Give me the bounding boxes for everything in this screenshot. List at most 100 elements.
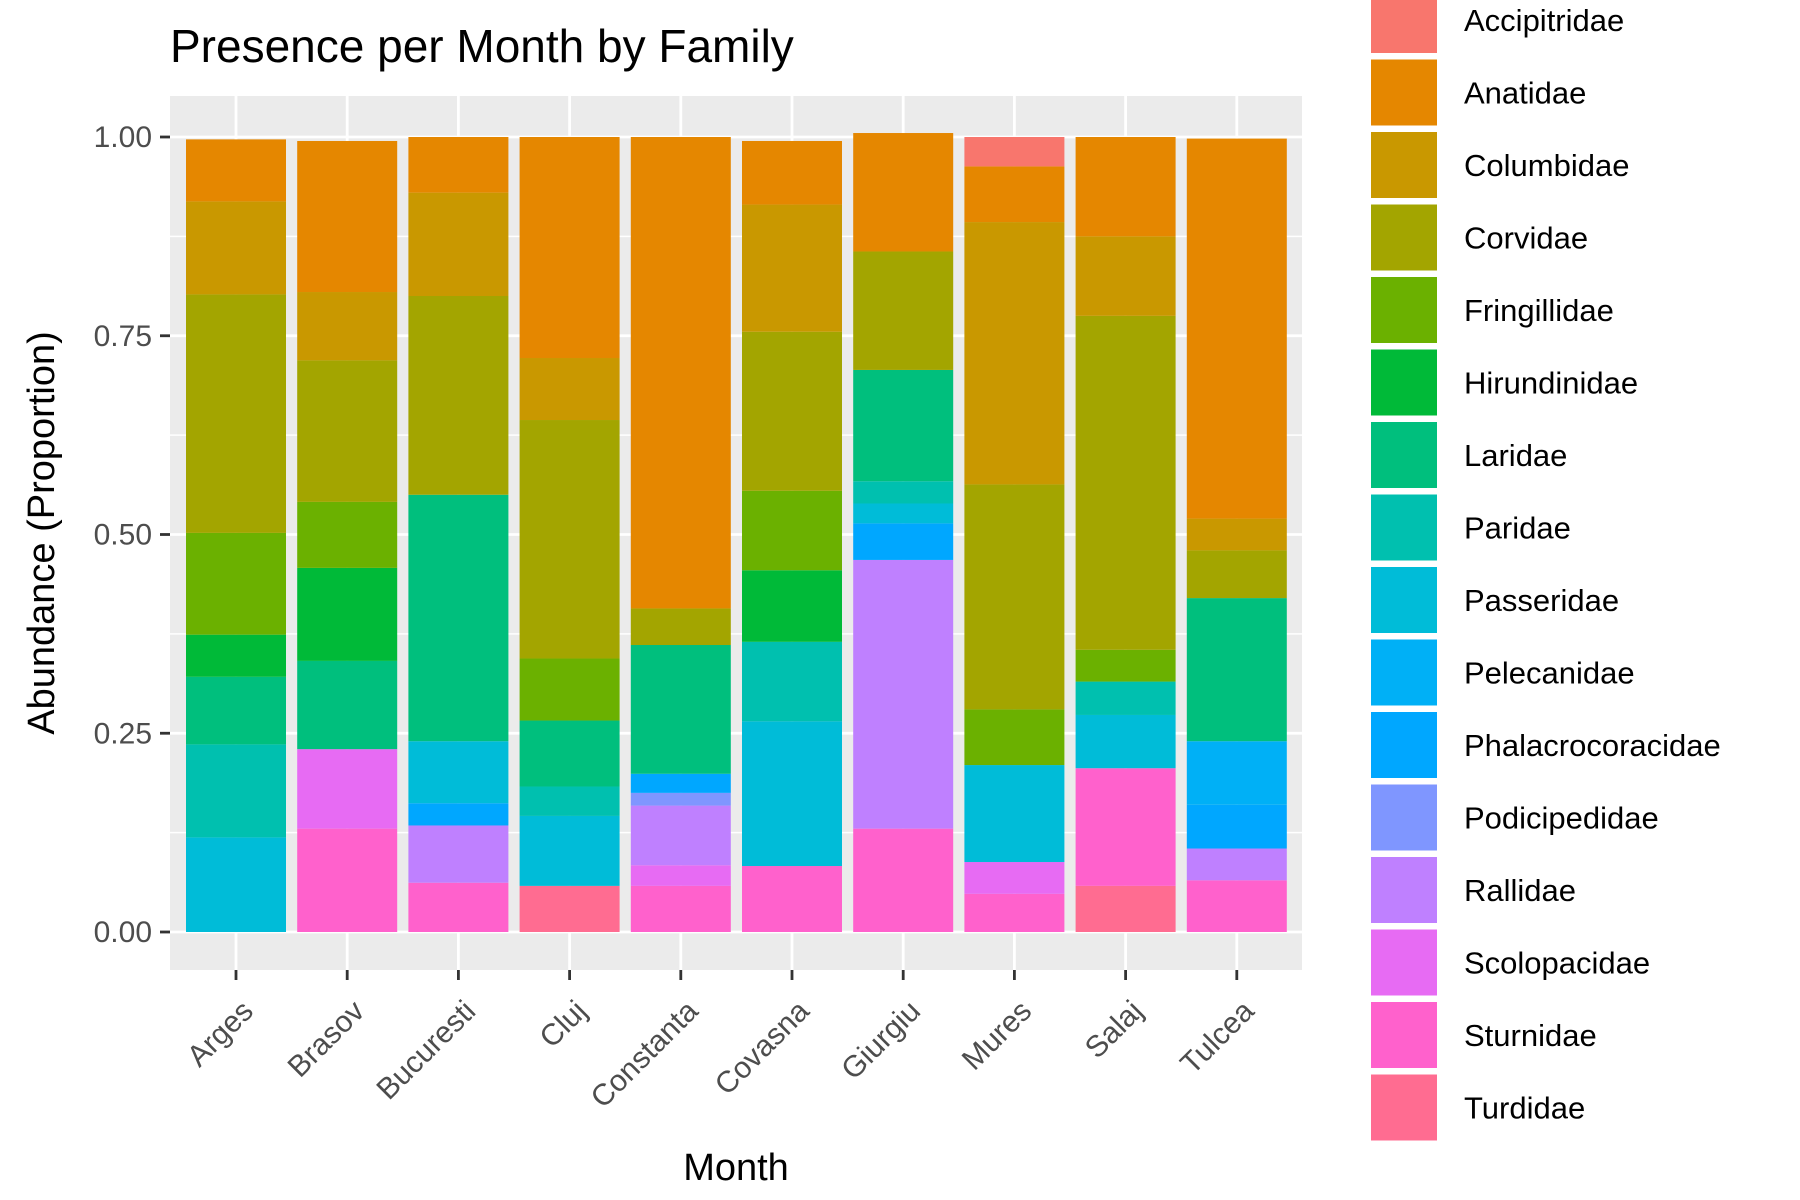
y-tick-label: 0.75 [94,320,152,353]
legend-key [1369,782,1439,853]
legend-key [1369,57,1439,128]
bar-segment [630,137,731,609]
bar-segment [964,765,1065,863]
bar-segment [964,166,1065,223]
bar-segment [297,292,398,361]
x-tick-label: Mures [956,994,1038,1076]
bar-segment [186,201,286,295]
bar-segment [1186,518,1287,551]
bar-segment [742,140,842,205]
bar-segment [1186,138,1287,519]
bar-segment [186,837,286,932]
bar-stacks [186,133,1287,932]
bar-segment [186,634,286,677]
legend-label: Pelecanidae [1464,656,1635,691]
y-tick-label: 1.00 [94,121,152,154]
bar-segment [519,420,620,659]
bar-segment [630,885,731,932]
bar-segment [519,786,620,816]
bar-segment [1075,137,1176,237]
bar-segment [297,660,398,750]
legend-label: Accipitridae [1464,3,1624,38]
bar-segment [408,296,509,495]
bar-segment [408,741,509,804]
bar-segment [1186,880,1287,932]
bar-segment [853,481,954,504]
bar-segment [1186,848,1287,881]
legend-key [1369,492,1439,563]
legend-key [1369,202,1439,273]
legend-label: Laridae [1464,438,1567,473]
bar-segment [519,885,620,932]
bar-segment [186,139,286,202]
bar-segment [186,744,286,838]
legend-key [1369,275,1439,345]
legend-key [1369,347,1439,418]
x-tick-label: Giurgiu [835,994,927,1086]
bar-segment [964,484,1065,710]
chart-title: Presence per Month by Family [170,20,794,72]
bar-segment [297,567,398,661]
bar-segment [1075,681,1176,715]
bar-segment [519,658,620,721]
legend-label: Podicipedidae [1464,801,1659,836]
legend-key [1369,855,1439,925]
bar-segment [1075,649,1176,682]
bar-segment [408,803,509,826]
legend-key [1369,1000,1439,1070]
bar-segment [408,825,509,883]
bar-segment [297,140,398,293]
legend: Accipitridae Anatidae Columbidae Corvidae Fr… [1369,0,1721,1143]
legend-key [1369,1072,1439,1143]
legend-key [1369,0,1439,55]
bar-segment [1186,550,1287,599]
bar-segment [297,360,398,502]
bar-segment [1075,885,1176,932]
x-tick-label: Cluj [534,994,594,1054]
legend-label: Paridae [1464,511,1571,546]
bar-segment [742,570,842,642]
bar-segment [186,294,286,533]
x-tick-label: Constanta [585,994,705,1114]
x-tick-label: Tulcea [1174,994,1260,1080]
bar-segment [408,494,509,742]
bar-segment [630,645,731,774]
bar-segment [1186,804,1287,849]
bar-segment [742,331,842,491]
bar-segment [519,137,620,359]
y-axis: 0.00 0.25 0.50 0.75 1.00 [94,121,170,949]
legend-label: Anatidae [1464,76,1586,111]
legend-label: Columbidae [1464,148,1629,183]
bar-segment [1186,598,1287,742]
legend-label: Phalacrocoracidae [1464,728,1721,763]
bar-segment [853,251,954,370]
bar-segment [853,133,954,252]
bar-segment [519,358,620,421]
legend-label: Corvidae [1464,221,1588,256]
bar-segment [297,501,398,568]
bar-segment [964,709,1065,766]
legend-label: Passeridae [1464,583,1619,618]
x-tick-label: Brasov [282,994,371,1083]
bar-segment [853,828,954,932]
bar-segment [1075,236,1176,316]
bar-segment [408,192,509,296]
legend-key [1369,927,1439,998]
bar-segment [964,137,1065,167]
bar-segment [853,503,954,524]
bar-segment [742,204,842,332]
x-tick-label: Salaj [1079,994,1150,1065]
bar-segment [519,720,620,787]
bar-segment [186,532,286,635]
legend-label: Turdidae [1464,1091,1585,1126]
y-tick-label: 0.50 [94,519,152,552]
bar-segment [1075,315,1176,650]
x-tick-label: Arges [181,994,260,1073]
bar-segment [630,865,731,886]
bar-segment [630,608,731,646]
x-tick-label: Covasna [709,994,816,1101]
bar-segment [853,559,954,829]
